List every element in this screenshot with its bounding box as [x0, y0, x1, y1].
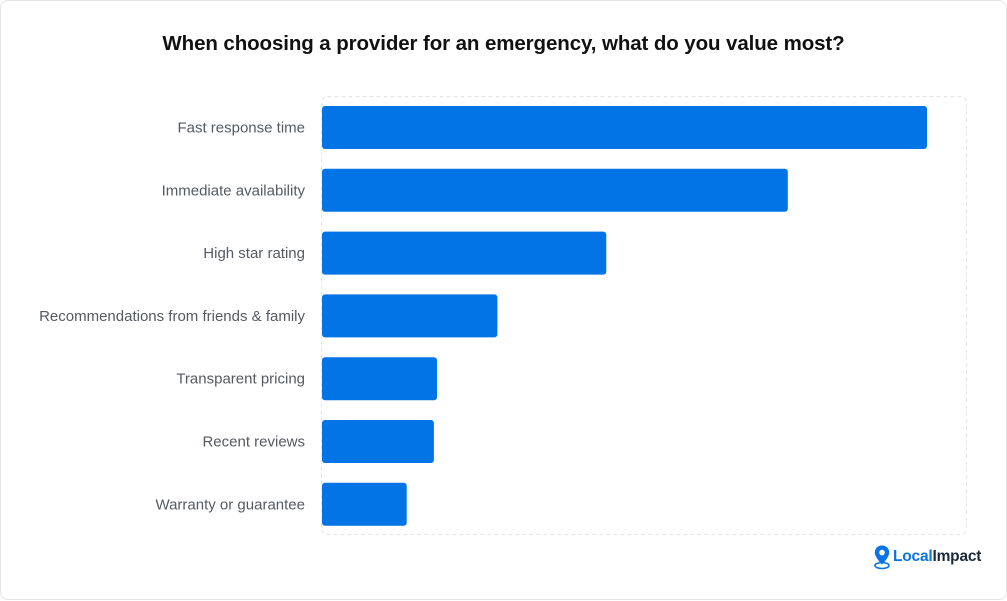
category-label-6: Warranty or guarantee: [155, 496, 305, 513]
chart-title: When choosing a provider for an emergenc…: [162, 32, 845, 55]
category-label-1: Immediate availability: [162, 182, 306, 199]
bar-4: [322, 357, 437, 401]
category-labels-group: Fast response time Immediate availability…: [39, 120, 305, 514]
bar-0: [322, 106, 927, 149]
bar-5: [322, 420, 434, 463]
bar-1: [322, 168, 788, 212]
bars-group: [322, 106, 927, 526]
brand-name-impact: Impact: [932, 548, 982, 565]
category-label-5: Recent reviews: [202, 434, 305, 451]
bar-2: [322, 231, 607, 275]
category-label-3: Recommendations from friends & family: [39, 308, 305, 325]
brand-logo: Local Impact: [873, 544, 981, 570]
category-label-2: High star rating: [203, 245, 305, 262]
bar-6: [322, 482, 407, 526]
location-pin-icon: [874, 545, 890, 570]
category-label-4: Transparent pricing: [176, 371, 305, 388]
plot-frame: [321, 96, 967, 535]
category-label-0: Fast response time: [177, 120, 305, 137]
brand-name-local: Local: [893, 548, 933, 565]
bar-3: [322, 294, 498, 338]
